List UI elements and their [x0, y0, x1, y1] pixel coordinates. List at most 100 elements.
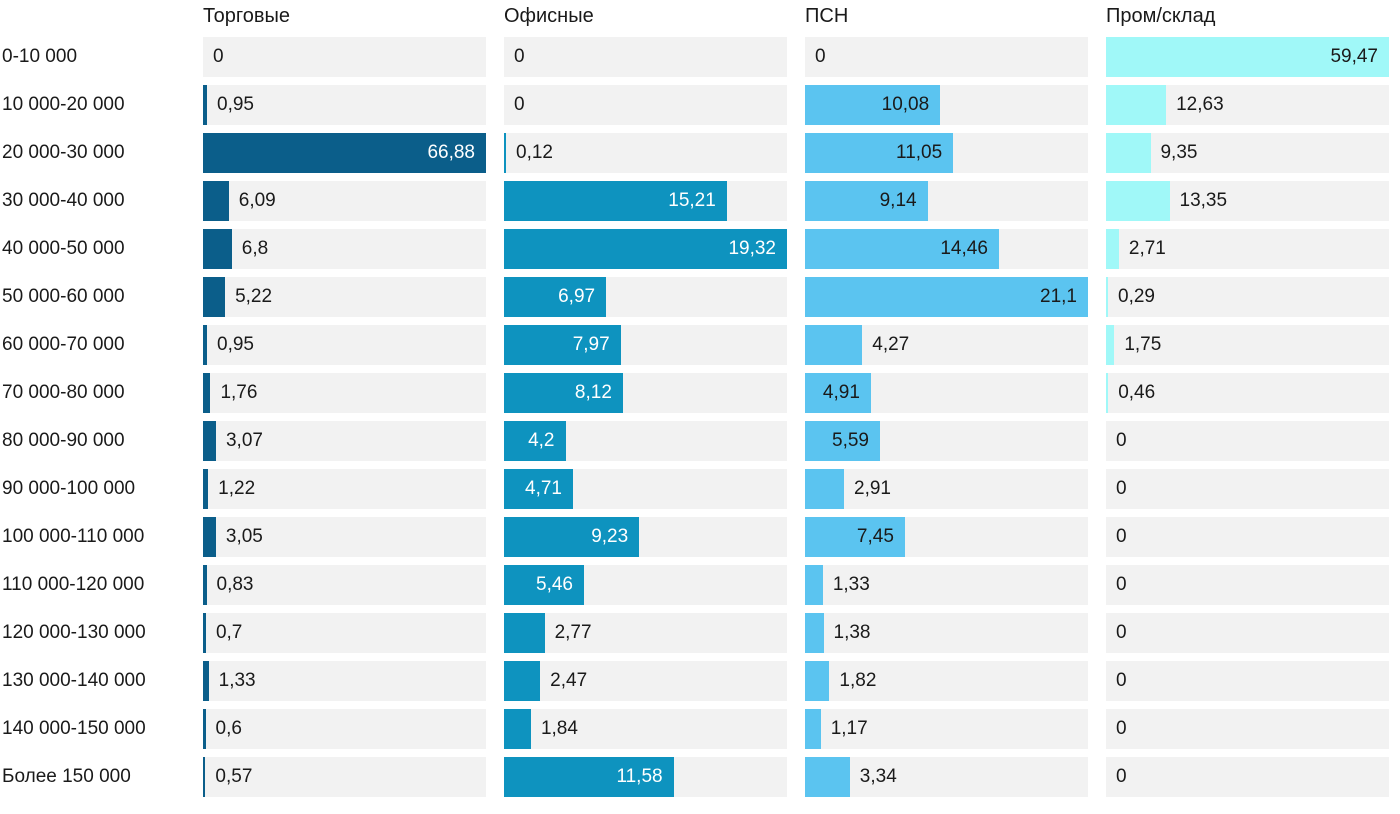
bar-track: 1,33: [805, 565, 1088, 605]
bar-track: 4,91: [805, 373, 1088, 413]
bar-track: 4,71: [504, 469, 787, 509]
bar-value-label: 0,95: [217, 94, 254, 115]
bar-track: 11,05: [805, 133, 1088, 173]
bar-fill: 9,14: [805, 181, 928, 221]
row-label: 20 000-30 000: [2, 142, 125, 163]
bar-fill: 66,88: [203, 133, 486, 173]
bar-fill: [1106, 229, 1119, 269]
bar-value-label: 4,71: [525, 478, 562, 499]
bar-value-label: 0,95: [217, 334, 254, 355]
bar-value-label: 9,23: [591, 526, 629, 547]
bar-value-label: 1,38: [833, 622, 871, 643]
row-label: 0-10 000: [2, 46, 78, 67]
bar-fill: [805, 709, 821, 749]
bar-fill: [1106, 181, 1170, 221]
bar-track: 0: [805, 37, 1088, 77]
bar-track: 2,47: [504, 661, 787, 701]
bar-fill: [203, 229, 232, 269]
bar-value-label: 0: [1116, 478, 1127, 499]
bar-track: 10,08: [805, 85, 1088, 125]
bar-track: 1,22: [203, 469, 486, 509]
row-label: 100 000-110 000: [2, 526, 145, 547]
bar-value-label: 3,07: [225, 430, 263, 451]
bar-fill: [1106, 277, 1108, 317]
bar-track: 0,6: [203, 709, 486, 749]
bar-track: 0,46: [1106, 373, 1389, 413]
bar-track: 5,46: [504, 565, 787, 605]
row-label: Более 150 000: [2, 766, 131, 787]
bar-value-label: 5,59: [832, 430, 869, 451]
bar-track: 6,8: [203, 229, 486, 269]
bar-track: 14,46: [805, 229, 1088, 269]
bar-value-label: 2,47: [550, 670, 588, 691]
bar-value-label: 2,91: [854, 478, 891, 499]
bar-fill: [504, 133, 506, 173]
bar-value-label: 0: [514, 46, 525, 67]
bar-track: 66,88: [203, 133, 486, 173]
bar-value-label: 4,91: [822, 382, 860, 403]
bar-track: 3,05: [203, 517, 486, 557]
bar-value-label: 0: [1116, 670, 1127, 691]
bar-fill: [504, 709, 531, 749]
bar-fill: [203, 565, 207, 605]
bar-fill: 4,71: [504, 469, 573, 509]
bar-track: 1,82: [805, 661, 1088, 701]
row-label: 90 000-100 000: [2, 478, 136, 499]
bar-track: 9,23: [504, 517, 787, 557]
bar-fill: [203, 757, 206, 797]
bar-fill: [203, 181, 229, 221]
row-label: 120 000-130 000: [2, 622, 146, 643]
bar-fill: 4,91: [805, 373, 871, 413]
bar-fill: [1106, 133, 1151, 173]
bar-value-label: 1,76: [220, 382, 258, 403]
row-label: 80 000-90 000: [2, 430, 125, 451]
bar-track: 21,1: [805, 277, 1088, 317]
bar-value-label: 15,21: [668, 190, 716, 211]
bar-fill: 5,59: [805, 421, 880, 461]
bar-track: 6,09: [203, 181, 486, 221]
bar-fill: [203, 613, 206, 653]
bar-track: 12,63: [1106, 85, 1389, 125]
bar-fill: [203, 661, 209, 701]
bar-track: 1,17: [805, 709, 1088, 749]
bar-value-label: 0: [1116, 718, 1127, 739]
bar-value-label: 1,17: [830, 718, 868, 739]
bar-track: 59,47: [1106, 37, 1389, 77]
bar-value-label: 1,75: [1124, 334, 1162, 355]
bar-track: 1,76: [203, 373, 486, 413]
row-label: 10 000-20 000: [2, 94, 125, 115]
bar-value-label: 12,63: [1176, 94, 1224, 115]
bar-fill: 21,1: [805, 277, 1088, 317]
bar-value-label: 0: [1116, 574, 1127, 595]
bar-value-label: 0: [1116, 430, 1127, 451]
bar-value-label: 1,33: [218, 670, 256, 691]
bar-fill: 7,45: [805, 517, 905, 557]
bar-fill: [805, 325, 863, 365]
bar-track: 1,84: [504, 709, 787, 749]
bar-track: 0: [1106, 421, 1389, 461]
bar-value-label: 0: [815, 46, 826, 67]
column-header-2: Офисные: [504, 5, 594, 27]
bar-track: 0,29: [1106, 277, 1389, 317]
bar-fill: [203, 709, 206, 749]
bar-track: 0: [1106, 517, 1389, 557]
bar-fill: [203, 85, 207, 125]
bar-value-label: 0: [213, 46, 224, 67]
bar-value-label: 59,47: [1330, 46, 1378, 67]
bar-fill: 15,21: [504, 181, 727, 221]
bar-fill: 14,46: [805, 229, 999, 269]
bar-fill: 10,08: [805, 85, 941, 125]
bar-value-label: 2,71: [1128, 238, 1166, 259]
bar-track: 9,14: [805, 181, 1088, 221]
bar-fill: 9,23: [504, 517, 640, 557]
bar-track: 0,57: [203, 757, 486, 797]
bar-track: 7,97: [504, 325, 787, 365]
bar-value-label: 0,83: [216, 574, 254, 595]
bar-track: 0: [1106, 469, 1389, 509]
bar-track: 0: [203, 37, 486, 77]
bar-value-label: 0: [514, 94, 525, 115]
bar-fill: [805, 757, 850, 797]
bar-fill: [203, 373, 211, 413]
bar-fill: [805, 469, 844, 509]
bar-track: 7,45: [805, 517, 1088, 557]
